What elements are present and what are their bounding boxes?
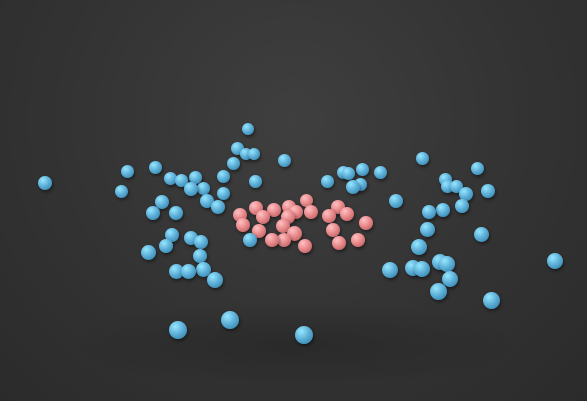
blue-sphere [146, 206, 160, 220]
pink-sphere [298, 239, 312, 253]
blue-sphere [211, 200, 225, 214]
pink-sphere [299, 193, 313, 207]
blue-sphere [243, 233, 257, 247]
blue-sphere [38, 176, 52, 190]
floor-shadow [60, 300, 530, 390]
pink-sphere [236, 218, 250, 232]
blue-sphere [382, 262, 398, 278]
blue-sphere [195, 261, 211, 277]
blue-sphere [341, 166, 355, 180]
blue-sphere [414, 261, 430, 277]
blue-sphere [277, 153, 291, 167]
blue-sphere [196, 181, 210, 195]
pink-sphere [276, 219, 290, 233]
pink-sphere [351, 233, 365, 247]
blue-sphere [248, 174, 262, 188]
blue-sphere [473, 226, 489, 242]
blue-sphere [442, 271, 458, 287]
blue-sphere [114, 184, 128, 198]
blue-sphere [159, 239, 173, 253]
blue-sphere [346, 180, 360, 194]
blue-sphere [481, 184, 495, 198]
pink-sphere [304, 205, 318, 219]
blue-sphere [174, 173, 188, 187]
blue-sphere [169, 206, 183, 220]
blue-sphere [194, 235, 208, 249]
blue-sphere [470, 161, 484, 175]
blue-sphere [216, 169, 230, 183]
blue-sphere [242, 123, 254, 135]
blue-sphere [547, 253, 563, 269]
blue-sphere [221, 311, 239, 329]
blue-sphere [193, 249, 207, 263]
pink-sphere [332, 236, 346, 250]
blue-sphere [155, 195, 169, 209]
blue-sphere [389, 194, 403, 208]
blue-sphere [188, 170, 202, 184]
pink-sphere [340, 207, 354, 221]
blue-sphere [180, 263, 196, 279]
blue-sphere [226, 156, 240, 170]
pink-sphere [359, 216, 373, 230]
blue-sphere [207, 272, 223, 288]
blue-sphere [168, 263, 184, 279]
blue-sphere [419, 221, 435, 237]
blue-sphere [355, 162, 369, 176]
blue-sphere [248, 148, 260, 160]
blue-sphere [169, 321, 187, 339]
pink-sphere [267, 203, 281, 217]
pink-sphere [277, 233, 291, 247]
blue-sphere [165, 228, 179, 242]
blue-sphere [320, 174, 334, 188]
blue-sphere [429, 282, 447, 300]
blue-sphere [411, 239, 427, 255]
blue-sphere [415, 151, 429, 165]
blue-sphere [482, 291, 500, 309]
pink-sphere [326, 223, 340, 237]
pink-sphere [252, 224, 266, 238]
blue-sphere [459, 187, 473, 201]
blue-sphere [184, 182, 198, 196]
blue-sphere [216, 186, 230, 200]
blue-sphere [422, 205, 436, 219]
blue-sphere [373, 165, 387, 179]
pink-sphere [265, 233, 279, 247]
blue-sphere [163, 171, 177, 185]
blue-sphere [455, 199, 469, 213]
blue-sphere [200, 194, 214, 208]
blue-sphere [295, 326, 313, 344]
blue-sphere [120, 164, 134, 178]
blue-sphere [436, 203, 450, 217]
blue-sphere [439, 256, 455, 272]
pink-sphere [322, 209, 336, 223]
pink-sphere [256, 210, 270, 224]
blue-sphere [140, 244, 156, 260]
blue-sphere [148, 160, 162, 174]
